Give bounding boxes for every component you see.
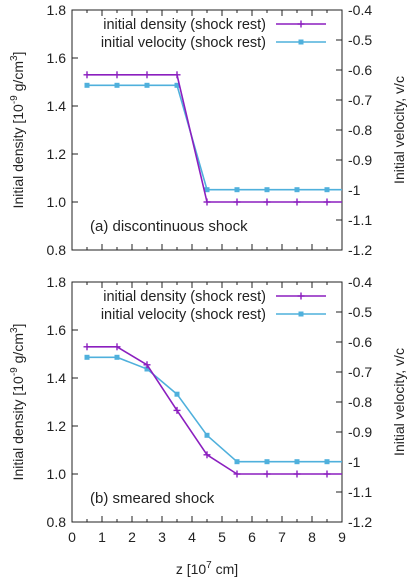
y-tick-label: 1.6	[47, 50, 67, 66]
panel-a: 0.8 1.0 1.2 1.4 1.6 1.8 -0.4 -0.5 -0.6 -0.7 -0.8 -0…	[9, 2, 407, 258]
density-marker	[173, 71, 181, 79]
y2-tick-label: -1.1	[348, 212, 372, 228]
y2-tick-label: -0.7	[348, 92, 372, 108]
density-marker	[83, 343, 91, 351]
y2-tick-label: -0.4	[348, 2, 372, 18]
velocity-marker	[294, 187, 300, 193]
y-tick-label: 1.8	[47, 2, 67, 18]
density-line	[87, 74, 342, 203]
velocity-marker	[144, 82, 150, 88]
density-marker	[203, 198, 211, 206]
legend-marker	[298, 39, 304, 45]
velocity-marker	[324, 459, 330, 465]
y2-tick-label: -0.4	[348, 274, 372, 290]
legend-marker	[298, 311, 304, 317]
y2-tick-label: -0.8	[348, 394, 372, 410]
x-tick-label: 2	[128, 529, 136, 545]
y2-axis-label: Initial velocity, v/c	[391, 76, 407, 184]
legend-label: initial density (shock rest)	[103, 17, 266, 33]
y2-tick-label: -1.2	[348, 242, 372, 258]
y-axis-label: Initial density [10-9 g/cm3]	[9, 52, 26, 209]
density-marker	[233, 470, 241, 478]
legend-label: initial velocity (shock rest)	[101, 35, 266, 51]
velocity-marker	[264, 187, 270, 193]
density-marker	[203, 451, 211, 459]
velocity-marker	[114, 82, 120, 88]
density-marker	[293, 198, 301, 206]
velocity-marker	[234, 459, 240, 465]
y2-tick-label: -1.1	[348, 484, 372, 500]
y-tick-label: 1.8	[47, 274, 67, 290]
velocity-marker	[204, 432, 210, 438]
y2-tick-label: -0.7	[348, 364, 372, 380]
density-marker	[323, 470, 331, 478]
panel-annotation: (b) smeared shock	[90, 490, 215, 507]
y2-tick-label: -0.5	[348, 32, 372, 48]
x-tick-label: 8	[308, 529, 316, 545]
y-tick-label: 1.2	[47, 418, 67, 434]
density-marker	[323, 198, 331, 206]
y2-tick-label: -0.9	[348, 152, 372, 168]
y2-axis-label: Initial velocity, v/c	[391, 348, 407, 456]
density-line	[87, 345, 342, 475]
density-marker	[233, 198, 241, 206]
y-tick-label: 1.2	[47, 146, 67, 162]
density-marker	[263, 198, 271, 206]
velocity-marker	[234, 187, 240, 193]
y-tick-label: 0.8	[47, 514, 67, 530]
x-tick-label: 7	[278, 529, 286, 545]
velocity-marker	[144, 366, 150, 372]
velocity-marker	[84, 354, 90, 360]
x-tick-label: 6	[248, 529, 256, 545]
panel-annotation: (a) discontinuous shock	[90, 218, 248, 235]
density-marker	[263, 470, 271, 478]
velocity-marker	[324, 187, 330, 193]
velocity-marker	[174, 391, 180, 397]
y-tick-label: 1.6	[47, 322, 67, 338]
velocity-marker	[264, 459, 270, 465]
y2-tick-label: -1.2	[348, 514, 372, 530]
y2-tick-label: -0.6	[348, 334, 372, 350]
y2-tick-label: -1	[348, 182, 361, 198]
density-marker	[83, 71, 91, 79]
y2-tick-label: -0.5	[348, 304, 372, 320]
y-tick-label: 0.8	[47, 242, 67, 258]
velocity-line	[87, 356, 342, 463]
x-tick-label: 1	[98, 529, 106, 545]
velocity-line	[87, 84, 342, 191]
velocity-marker	[174, 82, 180, 88]
x-tick-label: 3	[158, 529, 166, 545]
velocity-marker	[84, 82, 90, 88]
density-marker	[173, 406, 181, 414]
velocity-marker	[294, 459, 300, 465]
density-marker	[143, 71, 151, 79]
y-tick-label: 1.4	[47, 98, 67, 114]
x-axis-label: z [107 cm]	[176, 560, 238, 577]
x-tick-label: 9	[338, 529, 346, 545]
velocity-marker	[114, 354, 120, 360]
velocity-marker	[204, 187, 210, 193]
y2-tick-label: -1	[348, 454, 361, 470]
y-tick-label: 1.4	[47, 370, 67, 386]
legend-label: initial velocity (shock rest)	[101, 307, 266, 323]
y2-tick-label: -0.8	[348, 122, 372, 138]
density-marker	[143, 361, 151, 369]
x-tick-label: 4	[188, 529, 196, 545]
y-tick-label: 1.0	[47, 466, 67, 482]
density-marker	[293, 470, 301, 478]
density-marker	[113, 343, 121, 351]
y2-tick-label: -0.6	[348, 62, 372, 78]
x-tick-label: 5	[218, 529, 226, 545]
panel-b: 0 1 2 3 4 5 6 7 8 9 0.8 1.0 1.2 1.4 1.6 1.8 -0.4 -0.5 -0.6…	[9, 274, 407, 545]
y2-tick-label: -0.9	[348, 424, 372, 440]
y-tick-label: 1.0	[47, 194, 67, 210]
y-axis-label: Initial density [10-9 g/cm3]	[9, 324, 26, 481]
legend-label: initial density (shock rest)	[103, 289, 266, 305]
x-tick-label: 0	[68, 529, 76, 545]
density-marker	[113, 71, 121, 79]
